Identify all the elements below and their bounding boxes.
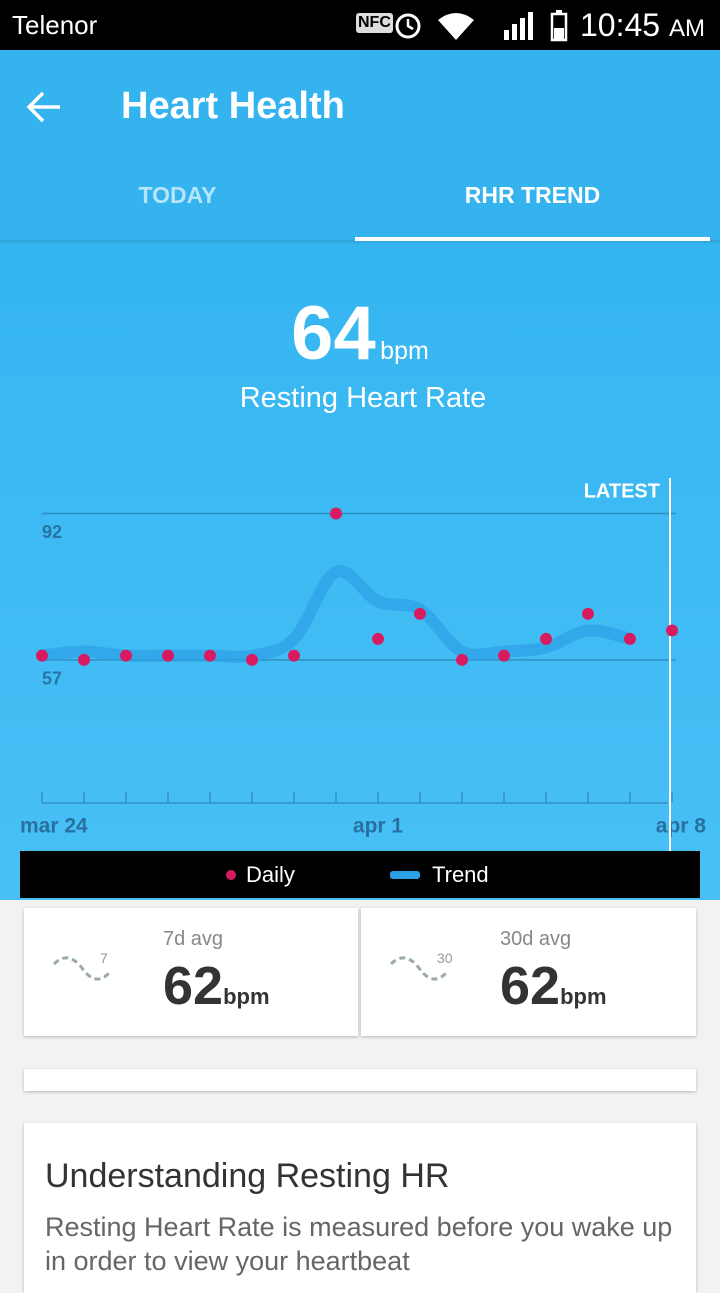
rhr-unit: bpm <box>380 337 429 365</box>
x-tick-label: apr 1 <box>353 815 404 838</box>
avg-value-row: 62bpm <box>163 955 270 1017</box>
app-title: Heart Health <box>121 85 345 127</box>
daily-dot <box>204 649 216 662</box>
info-card: Understanding Resting HR Resting Heart R… <box>24 1123 696 1293</box>
x-tick-label: apr 8 <box>656 815 707 838</box>
daily-dot <box>414 607 426 620</box>
daily-dot <box>120 649 132 662</box>
time: 10:45 <box>580 7 661 43</box>
rhr-label: Resting Heart Rate <box>239 382 487 414</box>
avg-unit: bpm <box>223 984 270 1009</box>
legend-bar <box>20 851 700 898</box>
latest-label: LATEST <box>584 480 660 502</box>
trend-line <box>36 565 636 663</box>
daily-dot <box>78 653 90 666</box>
daily-dot <box>288 649 300 662</box>
daily-dot <box>246 653 258 666</box>
y-tick-label: 92 <box>42 522 62 542</box>
daily-dot <box>498 649 510 662</box>
legend-swatch <box>226 870 236 880</box>
avg-icon <box>52 956 112 981</box>
avg-icon <box>389 956 449 981</box>
daily-dot <box>372 632 384 645</box>
daily-dot <box>36 649 48 662</box>
app-bar: Heart Health TODAY RHR TREND <box>0 50 720 241</box>
avg-icon-label: 7 <box>100 950 108 966</box>
carrier: Telenor <box>12 10 98 40</box>
stat-card <box>24 908 358 1036</box>
daily-dot <box>582 607 594 620</box>
status-icons <box>395 10 568 42</box>
y-tick-label: 57 <box>42 669 62 689</box>
daily-dot <box>456 653 468 666</box>
daily-dot <box>540 632 552 645</box>
back-button[interactable] <box>26 90 62 124</box>
info-title: Understanding Resting HR <box>45 1157 450 1195</box>
ampm: AM <box>668 15 705 42</box>
tab[interactable]: TODAY <box>138 182 217 208</box>
rhr-value: 64 <box>291 291 376 376</box>
legend-label: Trend <box>432 862 489 887</box>
empty-card <box>24 1069 696 1091</box>
daily-dot <box>666 624 678 637</box>
chart: 57 92 mar 24 apr 1 apr 8 LATEST Daily Trend <box>20 478 707 898</box>
info-text: Resting Heart Rate is measured before yo… <box>45 1212 673 1276</box>
tab-indicator <box>355 237 710 241</box>
summary: 64 bpm <box>0 290 720 377</box>
nfc-icon: NFC <box>356 13 393 33</box>
status-bar: Telenor NFC 10:45 AM <box>0 0 720 50</box>
avg-label: 7d avg <box>163 928 224 950</box>
avg-label: 30d avg <box>500 928 572 950</box>
avg-value: 62 <box>500 956 561 1016</box>
daily-dot <box>162 649 174 662</box>
avg-icon-label: 30 <box>437 950 453 966</box>
avg-value: 62 <box>163 956 224 1016</box>
avg-unit: bpm <box>560 984 607 1009</box>
daily-dot <box>330 507 342 520</box>
avg-value-row: 62bpm <box>500 955 607 1017</box>
x-tick-label: mar 24 <box>20 815 88 838</box>
legend-swatch <box>390 871 420 879</box>
daily-dot <box>624 632 636 645</box>
legend-label: Daily <box>246 862 295 887</box>
tab-active[interactable]: RHR TREND <box>464 182 601 208</box>
clock: 10:45 AM <box>580 7 705 44</box>
stat-card <box>361 908 696 1036</box>
